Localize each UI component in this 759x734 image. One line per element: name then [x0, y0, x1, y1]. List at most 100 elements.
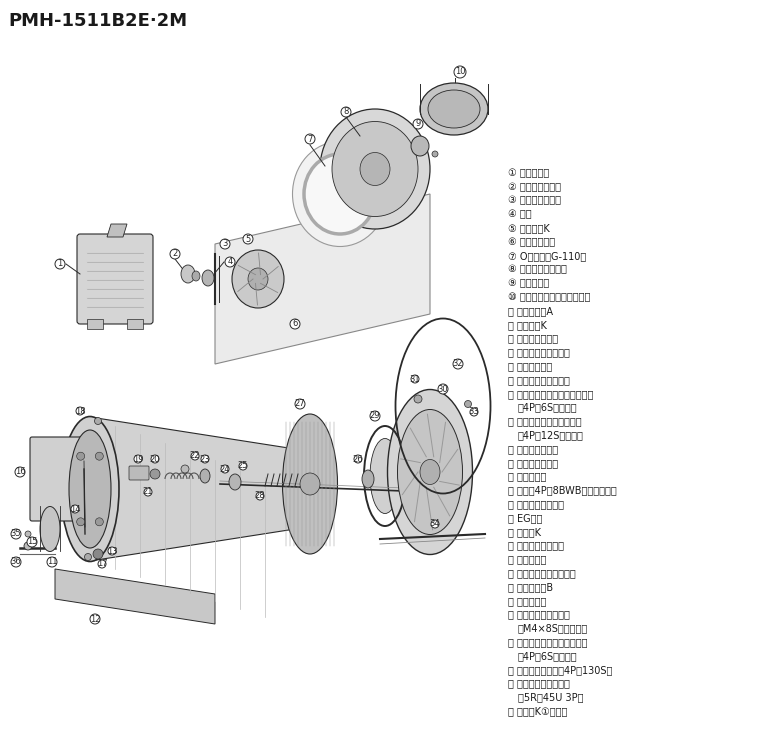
Text: 29: 29 — [370, 412, 380, 421]
Circle shape — [77, 452, 85, 460]
Text: 7: 7 — [307, 134, 313, 144]
Polygon shape — [90, 417, 295, 561]
Circle shape — [305, 134, 315, 144]
Text: ⑥ インペラ組品: ⑥ インペラ組品 — [508, 237, 555, 247]
Text: 21: 21 — [143, 487, 153, 496]
Circle shape — [354, 455, 362, 463]
Ellipse shape — [304, 154, 376, 234]
Circle shape — [93, 549, 103, 559]
Ellipse shape — [398, 410, 462, 534]
FancyBboxPatch shape — [129, 466, 149, 480]
Circle shape — [432, 151, 438, 157]
Text: ⑩ マグネットハウジング組品: ⑩ マグネットハウジング組品 — [508, 292, 591, 302]
Text: ⑾ 外扇ファン止めネジ: ⑾ 外扇ファン止めネジ — [508, 610, 570, 619]
Circle shape — [24, 542, 32, 550]
Ellipse shape — [61, 416, 119, 562]
Text: ① ケーシング: ① ケーシング — [508, 168, 550, 178]
Circle shape — [239, 462, 247, 470]
Text: 17: 17 — [96, 559, 107, 569]
FancyBboxPatch shape — [77, 234, 153, 324]
Circle shape — [76, 407, 84, 415]
Circle shape — [453, 359, 463, 369]
Text: 35: 35 — [11, 529, 21, 539]
Text: 1: 1 — [58, 260, 63, 269]
Text: ⑶ ボールベアリング: ⑶ ボールベアリング — [508, 499, 564, 509]
Ellipse shape — [370, 438, 400, 514]
Polygon shape — [55, 569, 215, 624]
Circle shape — [71, 505, 79, 513]
Ellipse shape — [248, 268, 268, 290]
Ellipse shape — [360, 153, 390, 186]
Text: 32: 32 — [452, 360, 463, 368]
Circle shape — [151, 455, 159, 463]
Ellipse shape — [320, 109, 430, 229]
Text: （4P＋12Sセムス）: （4P＋12Sセムス） — [518, 430, 584, 440]
FancyBboxPatch shape — [87, 319, 103, 329]
Circle shape — [465, 401, 471, 407]
Text: ⑫ フレームK: ⑫ フレームK — [508, 320, 547, 330]
Text: 26: 26 — [353, 454, 364, 463]
Circle shape — [191, 452, 199, 460]
Circle shape — [243, 234, 253, 244]
Text: 16: 16 — [14, 468, 25, 476]
Ellipse shape — [332, 122, 418, 217]
Text: ⑪ ブラケットA: ⑪ ブラケットA — [508, 306, 553, 316]
Text: 15: 15 — [27, 537, 37, 547]
Ellipse shape — [420, 459, 440, 484]
Text: 19: 19 — [133, 454, 143, 463]
Circle shape — [95, 418, 102, 424]
Text: 18: 18 — [74, 407, 85, 415]
Circle shape — [370, 411, 380, 421]
Circle shape — [96, 452, 103, 460]
Text: 23: 23 — [200, 454, 210, 463]
Circle shape — [221, 465, 229, 473]
Ellipse shape — [40, 506, 60, 551]
Ellipse shape — [200, 469, 210, 483]
Text: 22: 22 — [190, 451, 200, 460]
Text: ③ ポンプシャフト: ③ ポンプシャフト — [508, 195, 561, 206]
Text: ⑳ コードブッシュ: ⑳ コードブッシュ — [508, 458, 558, 468]
Text: 9: 9 — [415, 120, 420, 128]
Text: ⑯ コンデンサーカバー: ⑯ コンデンサーカバー — [508, 375, 570, 385]
Text: 36: 36 — [11, 558, 21, 567]
Text: 6: 6 — [292, 319, 298, 329]
Text: ⑰ コンデンサーカバー止めネジ: ⑰ コンデンサーカバー止めネジ — [508, 389, 594, 399]
Text: （5R＋45U 3P）: （5R＋45U 3P） — [518, 692, 584, 702]
Text: （4P＋6Sセムス）: （4P＋6Sセムス） — [518, 403, 578, 413]
Text: ④ 軸受: ④ 軸受 — [508, 209, 531, 219]
Text: 13: 13 — [107, 547, 118, 556]
Text: ⑦ Oリング（G-110）: ⑦ Oリング（G-110） — [508, 251, 586, 261]
Ellipse shape — [282, 414, 338, 554]
Circle shape — [414, 395, 422, 403]
Ellipse shape — [69, 430, 111, 548]
Text: ⑽ 外扇ファン: ⑽ 外扇ファン — [508, 596, 546, 606]
Circle shape — [15, 467, 25, 477]
Text: PMH-1511B2E·2M: PMH-1511B2E·2M — [8, 12, 187, 30]
Text: 27: 27 — [294, 399, 305, 409]
Ellipse shape — [411, 136, 429, 156]
Text: 28: 28 — [255, 492, 266, 501]
Ellipse shape — [292, 142, 388, 247]
Circle shape — [411, 375, 419, 383]
Polygon shape — [107, 224, 127, 237]
Text: ⑬ コードブッシュ: ⑬ コードブッシュ — [508, 333, 558, 344]
Text: 2: 2 — [172, 250, 178, 258]
Text: 31: 31 — [410, 374, 420, 383]
Text: 3: 3 — [222, 239, 228, 249]
Text: ⑸ ロータK: ⑸ ロータK — [508, 527, 541, 537]
Text: 14: 14 — [70, 504, 80, 514]
Text: 4: 4 — [228, 258, 232, 266]
Circle shape — [431, 520, 439, 528]
Text: ⑧ バックケーシング: ⑧ バックケーシング — [508, 264, 567, 275]
Text: ⑺ ロータ組品: ⑺ ロータ組品 — [508, 554, 546, 564]
Text: ② 軸受ワッシャー: ② 軸受ワッシャー — [508, 182, 561, 192]
Text: 33: 33 — [468, 407, 480, 416]
Text: 11: 11 — [47, 558, 57, 567]
Circle shape — [25, 531, 31, 537]
Circle shape — [11, 529, 21, 539]
Text: 8: 8 — [343, 107, 348, 117]
Circle shape — [413, 119, 423, 129]
Circle shape — [470, 408, 478, 416]
Ellipse shape — [181, 265, 195, 283]
FancyBboxPatch shape — [30, 437, 86, 521]
